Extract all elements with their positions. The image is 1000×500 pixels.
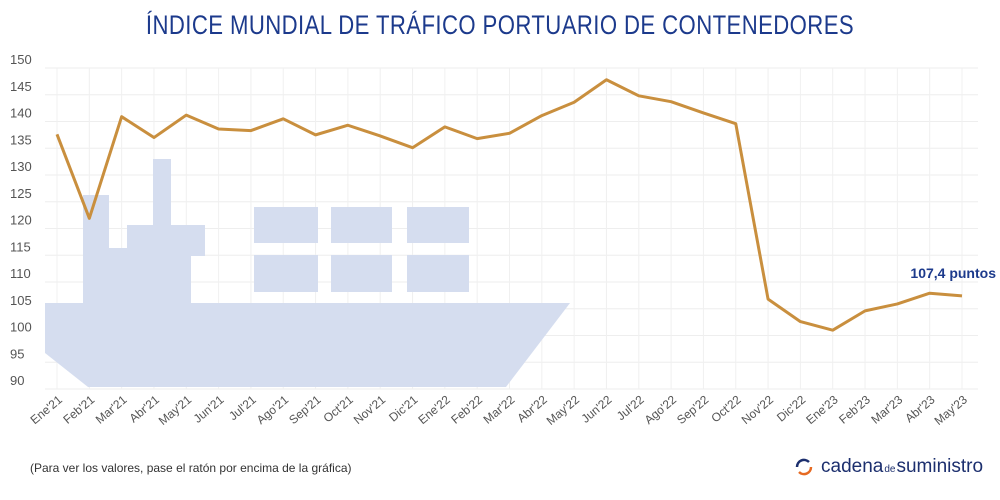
y-tick-label: 110 — [10, 266, 31, 281]
y-tick-label: 125 — [10, 186, 32, 201]
data-point[interactable] — [279, 115, 287, 123]
data-point[interactable] — [764, 295, 772, 303]
data-point[interactable] — [796, 318, 804, 326]
x-tick-label: Feb'23 — [836, 392, 873, 426]
data-point[interactable] — [409, 144, 417, 152]
x-tick-label: Sep'21 — [286, 392, 324, 427]
x-tick-label: Jun'21 — [191, 392, 227, 425]
data-point[interactable] — [312, 131, 320, 139]
cycle-arrows-icon — [795, 458, 813, 476]
x-tick-label: Jun'22 — [579, 392, 615, 425]
x-tick-label: Ago'22 — [642, 392, 680, 427]
x-tick-label: Jul'22 — [614, 392, 647, 423]
x-tick-label: Mar'22 — [481, 392, 518, 426]
x-tick-label: May'21 — [156, 392, 195, 428]
x-tick-label: Abr'22 — [514, 392, 550, 425]
data-point[interactable] — [635, 92, 643, 100]
x-tick-label: Nov'21 — [351, 392, 389, 427]
x-tick-label: Ago'21 — [254, 392, 292, 427]
data-point[interactable] — [85, 214, 93, 222]
logo-text-2: de — [884, 463, 896, 475]
ship-bridge — [83, 159, 205, 303]
x-tick-label: Dic'22 — [774, 392, 809, 424]
data-point[interactable] — [344, 121, 352, 129]
x-tick-label: Ene'21 — [28, 392, 66, 427]
data-point[interactable] — [441, 123, 449, 131]
data-point[interactable] — [150, 134, 158, 142]
y-tick-label: 95 — [10, 346, 24, 361]
logo-text-3: suministro — [896, 456, 984, 477]
x-tick-label: Oct'21 — [321, 392, 357, 425]
data-point[interactable] — [667, 98, 675, 106]
data-point[interactable] — [861, 307, 869, 315]
y-tick-label: 145 — [10, 79, 32, 94]
data-point[interactable] — [247, 127, 255, 135]
x-tick-label: Dic'21 — [386, 392, 421, 424]
data-point[interactable] — [538, 112, 546, 120]
x-tick-label: Mar'21 — [93, 392, 130, 426]
data-point[interactable] — [506, 129, 514, 137]
series-line — [55, 78, 963, 332]
x-tick-label: Ene'23 — [803, 392, 841, 427]
y-tick-label: 115 — [10, 239, 31, 254]
data-point[interactable] — [602, 76, 610, 84]
x-tick-label: Abr'21 — [127, 392, 163, 425]
x-tick-label: Jul'21 — [226, 392, 259, 423]
x-tick-label: Oct'22 — [708, 392, 744, 425]
x-tick-label: Nov'22 — [739, 392, 777, 427]
y-tick-label: 135 — [10, 132, 32, 147]
data-point[interactable] — [893, 300, 901, 308]
data-point[interactable] — [699, 109, 707, 117]
data-point[interactable] — [570, 98, 578, 106]
ship-hull — [45, 303, 570, 387]
logo-text-1: cadena — [821, 456, 884, 477]
brand-logo: cadena de suministro — [793, 456, 983, 478]
y-tick-label: 140 — [10, 106, 32, 121]
data-point[interactable] — [182, 111, 190, 119]
data-point[interactable] — [473, 135, 481, 143]
hover-note: (Para ver los valores, pase el ratón por… — [30, 461, 352, 475]
x-tick-label: May'22 — [544, 392, 583, 428]
data-point[interactable] — [118, 113, 126, 121]
line-chart[interactable]: 90 95 100 105 110 115 120 125 130 135 140 145 150 En… — [0, 0, 1000, 460]
x-tick-label: Abr'23 — [902, 392, 938, 425]
data-point[interactable] — [829, 326, 837, 334]
y-tick-label: 105 — [10, 293, 32, 308]
chart-title: ÍNDICE MUNDIAL DE TRÁFICO PORTUARIO DE C… — [145, 10, 855, 40]
ship-silhouette-icon — [45, 159, 570, 387]
data-point[interactable] — [376, 132, 384, 140]
x-tick-label: Mar'23 — [868, 392, 905, 426]
last-value-annotation: 107,4 puntos — [910, 265, 996, 281]
y-tick-label: 90 — [10, 373, 24, 388]
data-point[interactable] — [732, 120, 740, 128]
x-tick-label: Sep'22 — [674, 392, 712, 427]
y-tick-label: 150 — [10, 52, 32, 67]
data-point[interactable] — [53, 130, 61, 138]
data-point[interactable] — [926, 289, 934, 297]
y-tick-label: 120 — [10, 213, 32, 228]
x-tick-label: May'23 — [932, 392, 971, 428]
data-point[interactable] — [958, 292, 966, 300]
series — [53, 76, 966, 334]
x-tick-label: Feb'21 — [60, 392, 97, 426]
data-point[interactable] — [215, 125, 223, 133]
x-tick-label: Ene'22 — [415, 392, 453, 427]
x-tick-label: Feb'22 — [448, 392, 485, 426]
y-axis: 90 95 100 105 110 115 120 125 130 135 140 145 150 — [10, 52, 32, 388]
y-tick-label: 100 — [10, 320, 32, 335]
y-tick-label: 130 — [10, 159, 32, 174]
